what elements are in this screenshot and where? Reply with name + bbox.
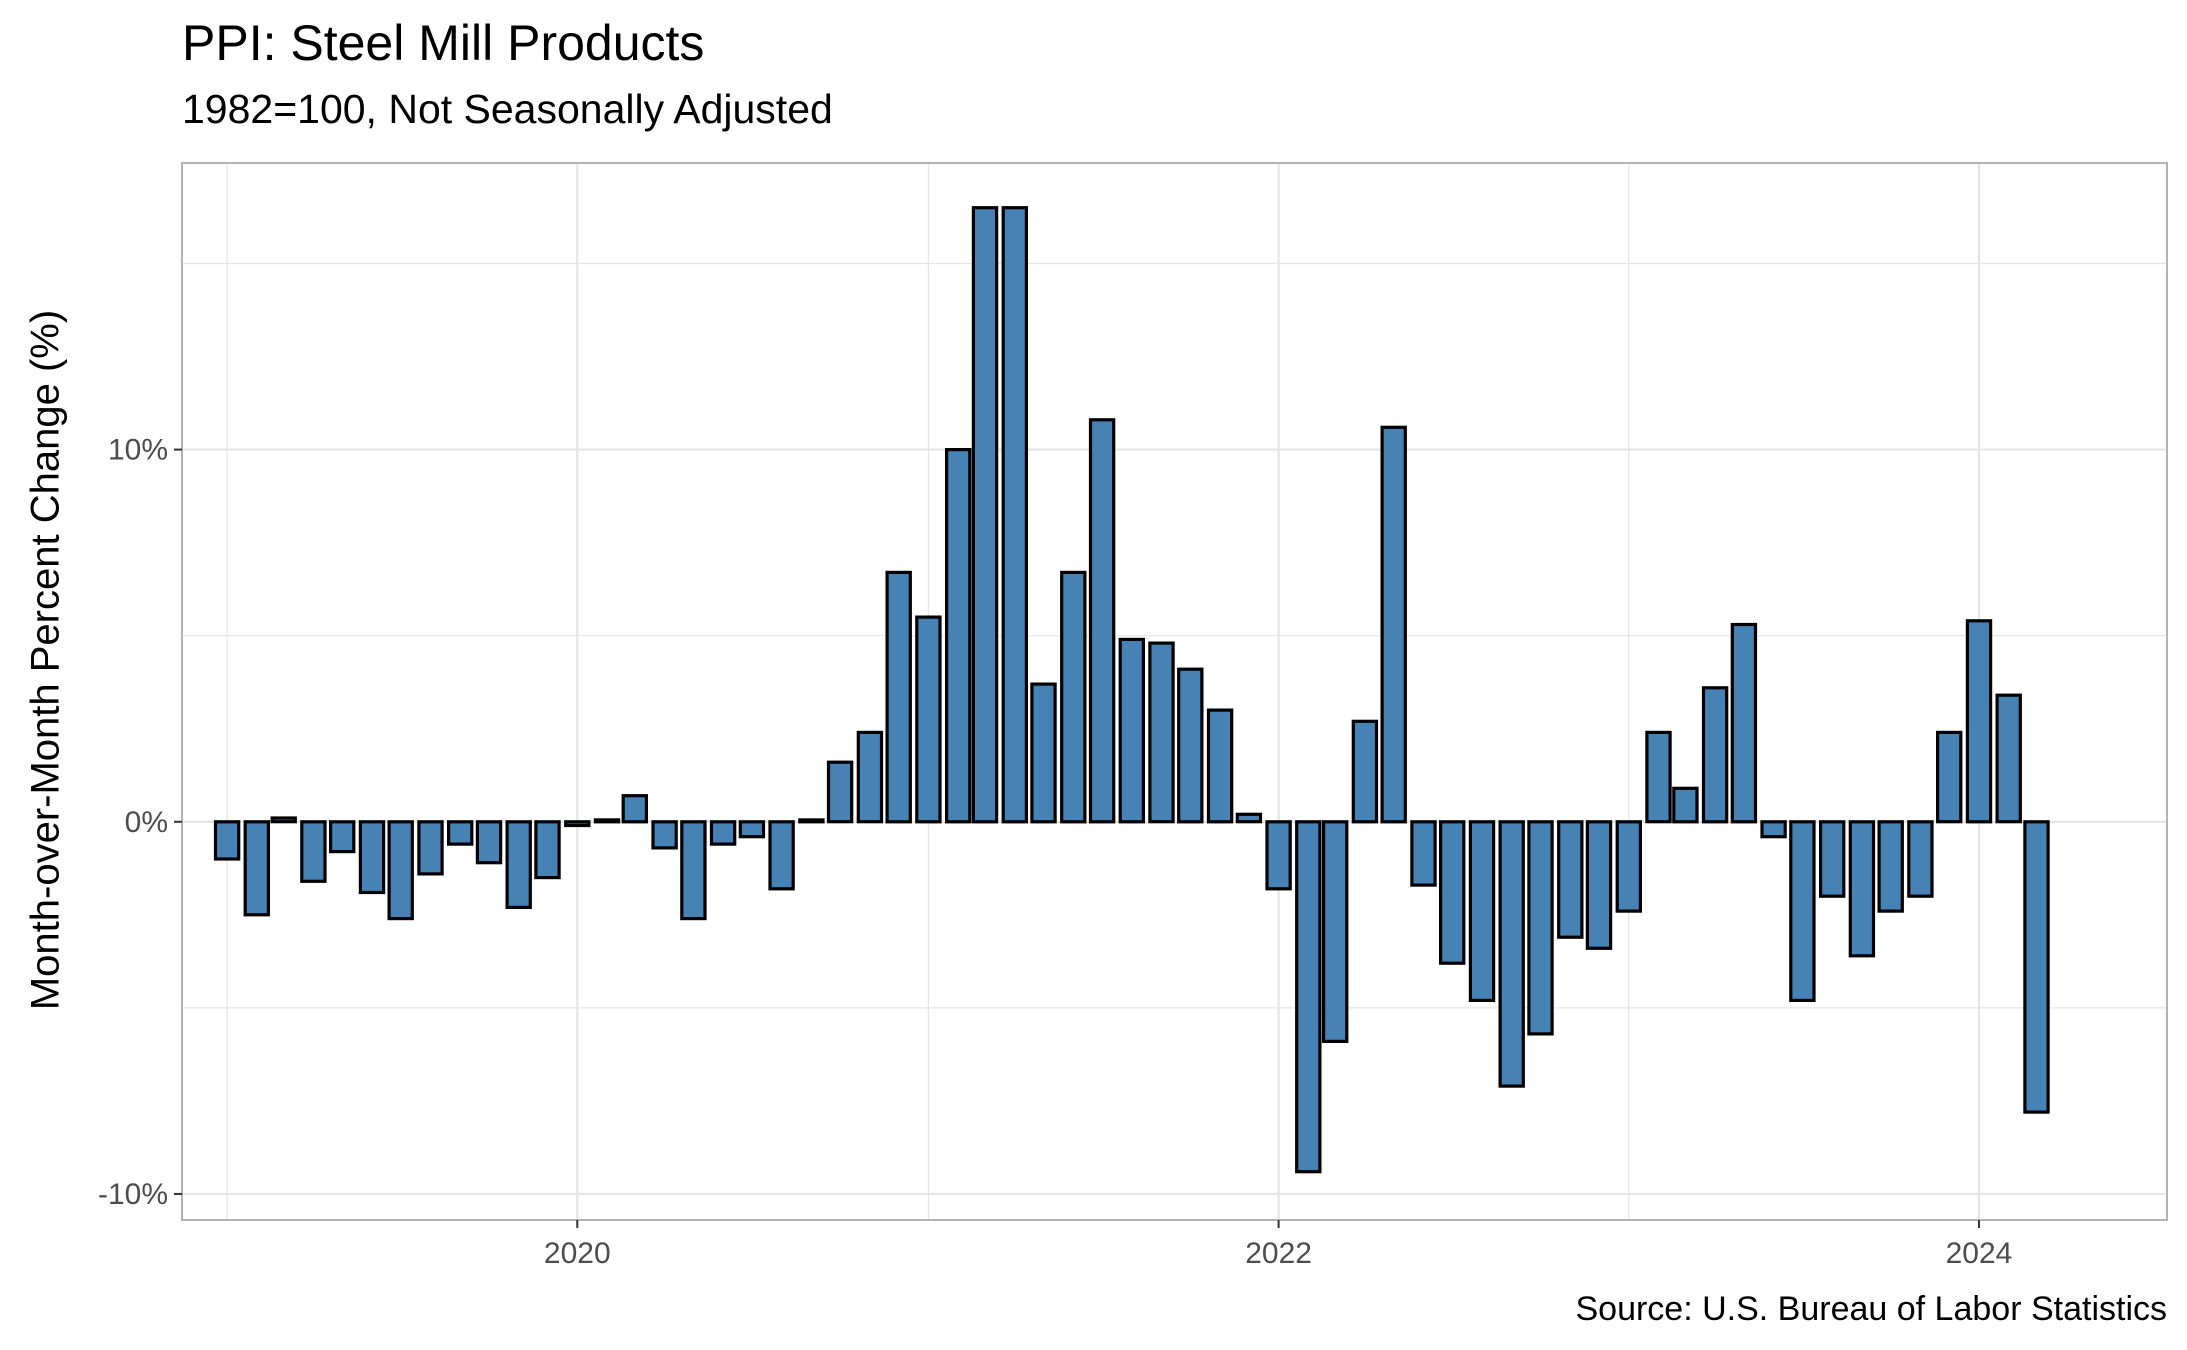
chart-subtitle: 1982=100, Not Seasonally Adjusted (182, 86, 833, 132)
bar-2023-08 (1818, 820, 1846, 898)
bar-2023-10 (1877, 820, 1904, 913)
bar-2019-01 (213, 820, 241, 861)
bar-2021-09 (1148, 641, 1175, 824)
y-tick-label: 10% (108, 434, 168, 467)
bar-2020-03 (621, 794, 649, 824)
bar-2021-02 (944, 448, 972, 824)
bar-2019-10 (475, 820, 503, 865)
y-axis: -10% 0% 10% (98, 434, 182, 1211)
bar-2023-01 (1615, 820, 1642, 913)
bar-2023-09 (1848, 820, 1876, 958)
x-tick-label: 2022 (1245, 1237, 1312, 1270)
bar-2022-02 (1295, 820, 1322, 1174)
bar-2019-04 (300, 820, 327, 883)
bar-2022-01 (1265, 820, 1292, 891)
y-tick-label: -10% (98, 1178, 168, 1211)
x-axis: 2020 2022 2024 (544, 1220, 2012, 1270)
bar-2019-06 (358, 820, 386, 895)
bar-2019-09 (447, 820, 474, 846)
bars (213, 206, 2050, 1174)
bar-2020-09 (798, 818, 825, 824)
bar-2020-06 (709, 820, 737, 846)
bar-2022-07 (1438, 820, 1466, 965)
bar-2023-07 (1789, 820, 1816, 1002)
bar-2022-12 (1585, 820, 1613, 950)
bar-2023-05 (1730, 622, 1758, 824)
bar-2022-03 (1321, 820, 1349, 1043)
y-tick-label: 0% (125, 806, 168, 839)
bar-2022-04 (1351, 719, 1379, 824)
bar-2023-06 (1760, 820, 1787, 839)
bar-2023-04 (1701, 686, 1729, 824)
bar-2022-09 (1498, 820, 1525, 1088)
bar-2021-03 (971, 206, 999, 824)
bar-2021-06 (1060, 570, 1087, 824)
bar-2021-04 (1001, 206, 1029, 824)
bar-2020-02 (593, 818, 621, 824)
bar-2021-07 (1088, 418, 1116, 824)
bar-2022-10 (1527, 820, 1554, 1036)
x-tick-label: 2020 (544, 1237, 611, 1270)
bar-2024-01 (1965, 619, 1993, 824)
bar-2023-02 (1645, 730, 1672, 824)
chart-title: PPI: Steel Mill Products (182, 15, 705, 71)
bar-2020-01 (564, 820, 591, 828)
bar-2023-11 (1907, 820, 1934, 898)
bar-2022-06 (1410, 820, 1437, 887)
bar-2020-05 (680, 820, 707, 921)
bar-2021-01 (915, 615, 942, 824)
bar-2020-07 (738, 820, 766, 839)
bar-2023-12 (1935, 730, 1963, 824)
bar-2021-08 (1118, 637, 1145, 824)
bar-2019-03 (270, 816, 297, 824)
bar-2021-05 (1030, 682, 1057, 824)
bar-2024-03 (2023, 820, 2050, 1114)
bar-2019-12 (534, 820, 561, 880)
bar-2022-05 (1380, 425, 1407, 824)
bar-2020-10 (826, 760, 854, 824)
panel-border (181, 162, 2168, 1221)
bar-2024-02 (1995, 693, 2022, 824)
bar-2020-08 (768, 820, 795, 891)
bar-2020-04 (651, 820, 678, 850)
bar-2021-11 (1206, 708, 1234, 824)
bar-2021-10 (1177, 667, 1204, 824)
bar-2019-11 (505, 820, 532, 909)
bar-2019-05 (329, 820, 356, 854)
bar-2022-08 (1468, 820, 1496, 1002)
bar-2023-03 (1672, 786, 1699, 824)
bar-2021-12 (1235, 812, 1263, 824)
chart-caption: Source: U.S. Bureau of Labor Statistics (1575, 1290, 2167, 1328)
bar-2022-11 (1557, 820, 1584, 939)
bar-2019-02 (243, 820, 270, 917)
bar-2019-08 (417, 820, 444, 876)
x-tick-label: 2024 (1946, 1237, 2013, 1270)
bar-2020-11 (856, 730, 884, 824)
bar-2020-12 (885, 570, 912, 824)
bar-2019-07 (387, 820, 414, 921)
